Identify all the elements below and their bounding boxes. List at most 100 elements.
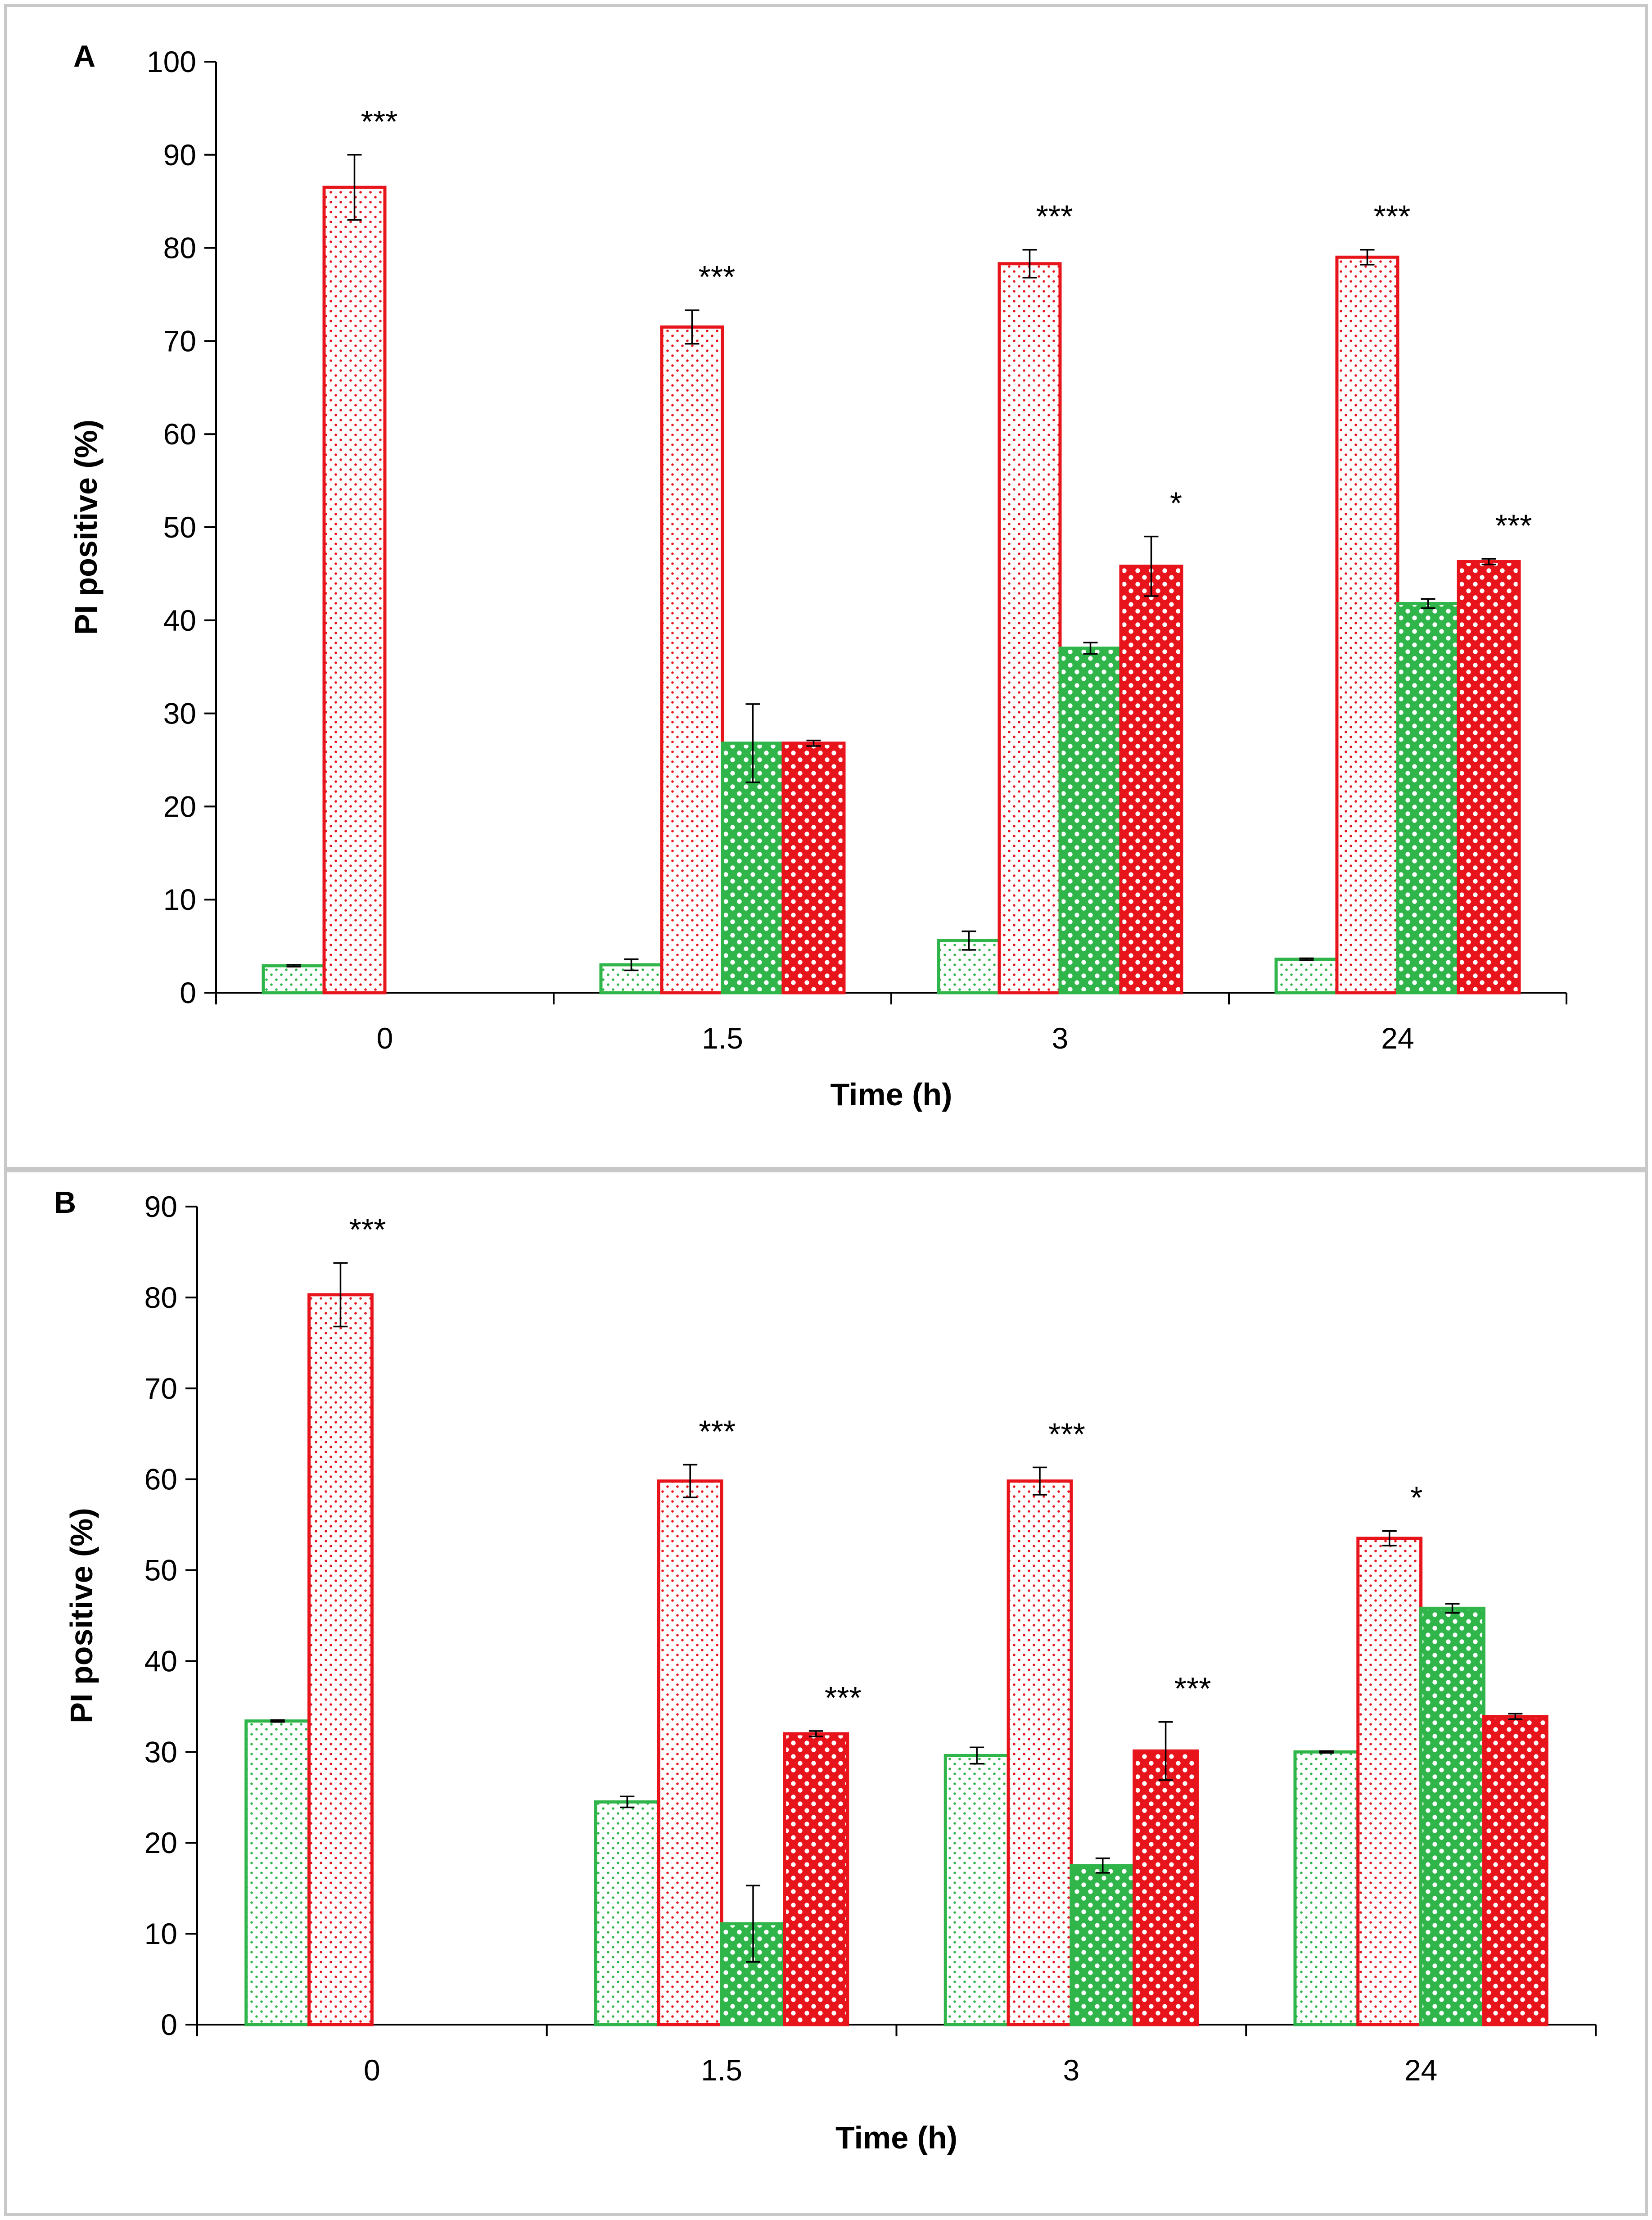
error-bar bbox=[1022, 249, 1037, 279]
error-bar bbox=[347, 154, 362, 221]
bar bbox=[781, 742, 846, 995]
y-axis-title: PI positive (%) bbox=[68, 420, 104, 635]
chart-panel-b: B 0 10 20 30 40 50 60 70 80 90 0 1.5 3 24 Time (h) PI po… bbox=[4, 1170, 1648, 2216]
significance-label: *** bbox=[699, 1414, 736, 1449]
significance-label: * bbox=[1170, 486, 1182, 521]
bar bbox=[1274, 958, 1339, 995]
y-tick-label: 50 bbox=[163, 511, 196, 544]
error-bar bbox=[1382, 1530, 1397, 1546]
y-tick-label: 0 bbox=[161, 2008, 177, 2041]
y-axis-title: PI positive (%) bbox=[64, 1508, 99, 1723]
panel-label: B bbox=[54, 1185, 76, 1220]
bar bbox=[657, 1479, 723, 2026]
bar bbox=[1133, 1749, 1199, 2026]
y-tick-label: 20 bbox=[163, 790, 196, 823]
bar bbox=[943, 1754, 1010, 2026]
significance-label: *** bbox=[825, 1680, 862, 1715]
error-bar bbox=[970, 1746, 984, 1765]
bar bbox=[660, 325, 724, 995]
error-bar bbox=[1481, 558, 1496, 565]
bar bbox=[594, 1800, 660, 2026]
x-tick-label: 1.5 bbox=[701, 2053, 742, 2087]
error-bar bbox=[808, 1730, 823, 1737]
y-tick-label: 80 bbox=[144, 1281, 177, 1314]
bar bbox=[1335, 255, 1399, 995]
bar bbox=[307, 1293, 374, 2026]
bar bbox=[1396, 602, 1460, 995]
error-bar bbox=[1299, 957, 1314, 961]
y-tick-label: 70 bbox=[144, 1372, 177, 1405]
x-tick-label: 0 bbox=[377, 1022, 393, 1055]
y-tick-label: 90 bbox=[144, 1190, 177, 1223]
panel-label: A bbox=[73, 39, 95, 73]
chart-panel-a: A 0 10 20 30 40 50 60 70 80 90 100 0 1.5 3 24 Time (h) PI… bbox=[4, 4, 1648, 1170]
bar bbox=[1419, 1606, 1485, 2026]
error-bar bbox=[1158, 1721, 1173, 1781]
error-bar bbox=[286, 964, 301, 968]
y-tick-label: 90 bbox=[163, 138, 196, 172]
bar-chart-a: A 0 10 20 30 40 50 60 70 80 90 100 0 1.5 3 24 Time (h) PI… bbox=[68, 39, 1567, 1112]
error-bar bbox=[683, 1464, 698, 1498]
error-bar bbox=[333, 1262, 348, 1328]
y-tick-label: 10 bbox=[144, 1917, 177, 1950]
error-bar bbox=[1360, 249, 1375, 266]
bar bbox=[1070, 1864, 1136, 2026]
error-bar bbox=[961, 930, 976, 951]
error-bar bbox=[1083, 642, 1098, 655]
significance-label: *** bbox=[1036, 199, 1073, 234]
error-bar bbox=[806, 739, 821, 747]
bar bbox=[1007, 1479, 1073, 2026]
bar bbox=[322, 185, 387, 995]
bar bbox=[1482, 1715, 1548, 2026]
error-bar bbox=[624, 958, 639, 972]
bar bbox=[721, 742, 785, 995]
bar bbox=[1058, 647, 1123, 995]
error-bar bbox=[745, 703, 760, 783]
significance-label: *** bbox=[361, 104, 398, 139]
error-bar bbox=[1508, 1713, 1523, 1720]
y-tick-label: 10 bbox=[163, 883, 196, 916]
bar bbox=[1457, 560, 1521, 995]
bar bbox=[998, 262, 1062, 995]
y-tick-label: 100 bbox=[147, 45, 196, 78]
significance-label: *** bbox=[1048, 1416, 1085, 1451]
bar bbox=[1293, 1750, 1360, 2026]
x-axis-title: Time (h) bbox=[831, 1077, 952, 1112]
y-tick-label: 40 bbox=[163, 604, 196, 637]
significance-label: *** bbox=[349, 1212, 386, 1247]
error-bar bbox=[1095, 1857, 1110, 1874]
bar bbox=[1119, 565, 1183, 995]
significance-label: *** bbox=[1174, 1671, 1211, 1706]
y-tick-label: 50 bbox=[144, 1554, 177, 1587]
significance-label: *** bbox=[1374, 199, 1411, 234]
x-tick-label: 3 bbox=[1052, 1022, 1069, 1055]
bar bbox=[783, 1732, 849, 2026]
y-tick-label: 60 bbox=[144, 1463, 177, 1496]
error-bar bbox=[1445, 1603, 1460, 1614]
error-bar bbox=[746, 1885, 761, 1963]
error-bar bbox=[270, 1719, 285, 1723]
error-bar bbox=[685, 309, 700, 345]
y-tick-label: 30 bbox=[163, 697, 196, 730]
y-tick-label: 0 bbox=[180, 976, 196, 1009]
error-bar bbox=[1144, 535, 1159, 597]
bar bbox=[244, 1719, 311, 2026]
bar-chart-b: B 0 10 20 30 40 50 60 70 80 90 0 1.5 3 24 Time (h) PI po… bbox=[54, 1185, 1597, 2155]
x-tick-label: 0 bbox=[364, 2053, 380, 2087]
error-bar bbox=[620, 1795, 635, 1809]
y-tick-label: 70 bbox=[163, 324, 196, 357]
error-bar bbox=[1319, 1750, 1334, 1754]
y-tick-label: 80 bbox=[163, 231, 196, 265]
x-tick-label: 24 bbox=[1381, 1022, 1414, 1055]
y-tick-label: 20 bbox=[144, 1826, 177, 1859]
x-axis-title: Time (h) bbox=[835, 2120, 957, 2155]
significance-label: *** bbox=[699, 259, 736, 294]
x-tick-label: 3 bbox=[1063, 2053, 1080, 2087]
y-tick-label: 30 bbox=[144, 1735, 177, 1768]
error-bar bbox=[1421, 598, 1435, 609]
significance-label: * bbox=[1410, 1480, 1422, 1515]
error-bar bbox=[1032, 1466, 1047, 1496]
bar bbox=[1356, 1537, 1423, 2026]
y-tick-label: 40 bbox=[144, 1644, 177, 1677]
x-tick-label: 1.5 bbox=[702, 1022, 743, 1055]
